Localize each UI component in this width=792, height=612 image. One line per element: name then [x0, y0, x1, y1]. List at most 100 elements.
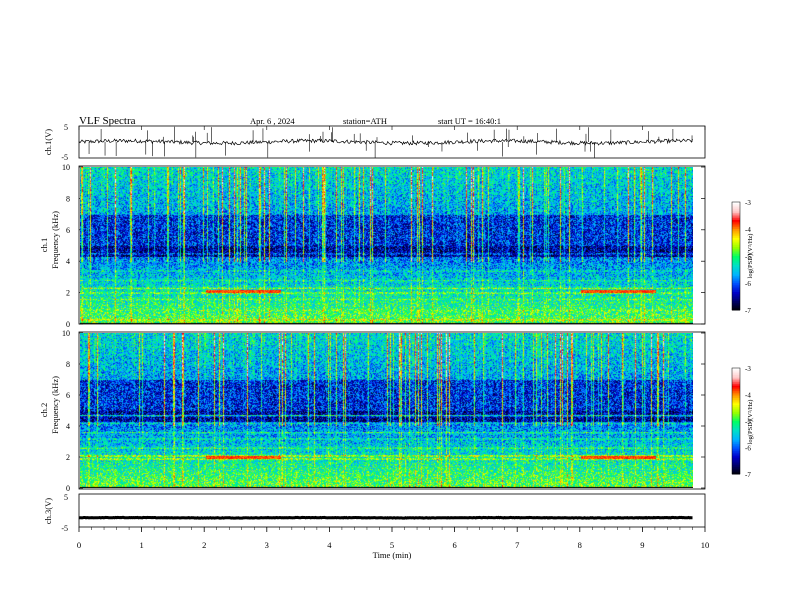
colorbar-swatch: [732, 468, 740, 471]
colorbar-swatch: [732, 392, 740, 395]
start-time-label: start UT = 16:40:1: [438, 116, 501, 126]
colorbar-swatch: [732, 382, 740, 385]
colorbar-swatch: [732, 387, 740, 390]
ch1-waveform-trace: [78, 138, 693, 146]
colorbar-swatch: [732, 203, 740, 207]
colorbar-tick-label: -5: [745, 418, 751, 426]
time-tick-label: 9: [640, 540, 644, 550]
colorbar-swatch: [732, 245, 740, 248]
colorbar-swatch: [732, 214, 740, 217]
colorbar-swatch: [732, 221, 740, 225]
colorbar-swatch: [732, 465, 740, 468]
colorbar-swatch: [732, 281, 740, 284]
ch1-spectrogram-frame: [78, 165, 706, 325]
ch1-waveform-panel: 5 -5 ch.1(V): [43, 123, 706, 162]
colorbar-swatch: [732, 286, 740, 289]
colorbar-swatch: [732, 239, 740, 243]
colorbar-swatch: [732, 275, 740, 279]
colorbar-swatch: [732, 304, 740, 307]
time-tick-label: 1: [139, 540, 143, 550]
ch2-spectrogram-image: [80, 333, 693, 488]
colorbar-swatch: [732, 410, 740, 413]
colorbar-swatch: [732, 431, 740, 434]
colorbar-swatch: [732, 232, 740, 235]
colorbar-swatch: [732, 459, 740, 463]
colorbar-swatch: [732, 424, 740, 427]
colorbar-swatch: [732, 209, 740, 212]
colorbar-swatch: [732, 447, 740, 450]
station-label: station=ATH: [343, 116, 387, 126]
colorbar-swatch: [732, 415, 740, 418]
colorbar-swatch: [732, 212, 740, 216]
colorbar-swatch: [732, 288, 740, 291]
freq-tick-label: 2: [66, 289, 70, 298]
colorbar-swatch: [732, 248, 740, 252]
freq-tick-label: 6: [66, 226, 70, 235]
ch3-waveform-panel: 5 -5 ch.3(V): [43, 493, 706, 533]
colorbar-swatch: [732, 452, 740, 456]
colorbar-swatch: [732, 290, 740, 293]
colorbar-swatch: [732, 421, 740, 424]
colorbar-swatch: [732, 279, 740, 282]
freq-tick-label: 6: [66, 391, 70, 400]
figure-title: VLF Spectra: [79, 115, 136, 127]
colorbar-swatch: [732, 426, 740, 429]
colorbar-swatch: [732, 216, 740, 219]
ch2-colorbar-label: log(PSD)(V²/Hz): [747, 400, 754, 445]
colorbar-swatch: [732, 283, 740, 286]
colorbar-swatch: [732, 263, 740, 266]
colorbar-swatch: [732, 463, 740, 466]
ch2-spectrogram-panel: 0 2 4 6 8 10 ch.2 Frequency (kHz): [39, 329, 706, 493]
colorbar-tick-label: -6: [745, 445, 751, 453]
colorbar-swatch: [732, 295, 740, 298]
colorbar-swatch: [732, 375, 740, 378]
colorbar-swatch: [732, 451, 740, 454]
colorbar-swatch: [732, 371, 740, 374]
colorbar-swatch: [732, 266, 740, 270]
colorbar-swatch: [732, 259, 740, 262]
colorbar-swatch: [732, 234, 740, 237]
colorbar-swatch: [732, 261, 740, 264]
colorbar-swatch: [732, 252, 740, 255]
colorbar-swatch: [732, 440, 740, 443]
ch3-waveform-trace: [78, 515, 693, 520]
colorbar-swatch: [732, 257, 740, 261]
colorbar-tick-label: -5: [745, 253, 751, 261]
colorbar-tick-label: -6: [745, 280, 751, 288]
colorbar-swatch: [732, 383, 740, 387]
colorbar-swatch: [732, 438, 740, 441]
colorbar-swatch: [732, 428, 740, 431]
colorbar-swatch: [732, 412, 740, 415]
colorbar-swatch: [732, 389, 740, 392]
colorbar-swatch: [732, 207, 740, 210]
colorbar-swatch: [732, 436, 740, 440]
colorbar-swatch: [732, 413, 740, 417]
ch2-spectrogram-frame: [78, 331, 706, 490]
freq-tick-label: 2: [66, 453, 70, 462]
colorbar-swatch: [732, 394, 740, 397]
colorbar-swatch: [732, 376, 740, 380]
ch3-waveform-ylabel: ch.3(V): [43, 498, 53, 524]
colorbar-swatch: [732, 299, 740, 302]
colorbar-swatch: [732, 241, 740, 244]
colorbar-tick-label: -7: [745, 307, 751, 315]
colorbar-swatch: [732, 236, 740, 239]
colorbar-swatch: [732, 301, 740, 304]
ch3-ytick-bottom: -5: [61, 524, 68, 533]
colorbar-swatch: [732, 270, 740, 273]
colorbar-swatch: [732, 403, 740, 406]
time-tick-label: 4: [327, 540, 332, 550]
freq-tick-label: 4: [66, 422, 70, 431]
ch1-colorbar: -3 -4 -5 -6 -7: [731, 199, 751, 315]
colorbar-swatch: [732, 369, 740, 373]
colorbar-swatch: [732, 274, 740, 277]
colorbar-swatch: [732, 218, 740, 221]
ch1-ytick-bottom: -5: [61, 153, 68, 162]
colorbar-swatch: [732, 442, 740, 445]
freq-tick-label: 0: [66, 320, 70, 329]
ch3-ytick-top: 5: [64, 493, 68, 502]
time-tick-label: 10: [701, 540, 710, 550]
colorbar-frame: [731, 201, 741, 311]
colorbar-tick-label: -4: [745, 226, 751, 234]
